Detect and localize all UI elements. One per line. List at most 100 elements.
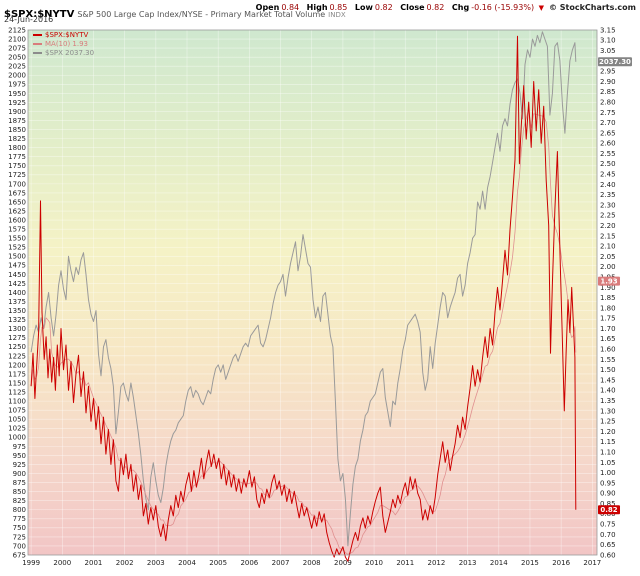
ma-current-value <box>598 276 620 286</box>
svg-text:1225: 1225 <box>8 352 26 360</box>
plot-border <box>27 29 598 556</box>
legend-item-ratio: $SPX:$NYTV <box>33 31 94 40</box>
svg-text:1.90: 1.90 <box>600 284 616 292</box>
svg-text:0.95: 0.95 <box>600 479 616 487</box>
ratio-series-swatch-icon <box>33 34 42 36</box>
svg-text:1.60: 1.60 <box>600 346 616 354</box>
legend-label-spx: $SPX 2037.30 <box>45 49 95 57</box>
svg-text:1950: 1950 <box>8 90 26 98</box>
svg-text:1999: 1999 <box>22 559 40 567</box>
svg-text:0.65: 0.65 <box>600 541 616 549</box>
svg-text:800: 800 <box>13 506 26 514</box>
stockcharts-logo[interactable]: © StockCharts.com <box>548 3 636 12</box>
svg-text:2.60: 2.60 <box>600 140 616 148</box>
symbol-description: S&P 500 Large Cap Index/NYSE - Primary M… <box>77 10 326 19</box>
ratio-last-price <box>598 505 620 515</box>
legend-label-ma: MA(10) 1.93 <box>45 40 89 48</box>
svg-text:3.10: 3.10 <box>600 37 616 45</box>
spx-line <box>30 31 577 547</box>
svg-text:2016: 2016 <box>552 559 570 567</box>
chart-date: 24-Jun-2016 <box>4 15 54 24</box>
chart-header: $SPX:$NYTV S&P 500 Large Cap Index/NYSE -… <box>4 2 346 21</box>
change-value: -0.16 (-15.93%) <box>471 3 535 12</box>
svg-text:1500: 1500 <box>8 253 26 261</box>
ma-line <box>30 108 577 555</box>
svg-text:1.20: 1.20 <box>600 428 616 436</box>
svg-text:2010: 2010 <box>365 559 383 567</box>
svg-text:2013: 2013 <box>459 559 477 567</box>
svg-text:2.15: 2.15 <box>600 232 616 240</box>
svg-text:1.65: 1.65 <box>600 335 616 343</box>
svg-text:2015: 2015 <box>521 559 539 567</box>
svg-text:2.45: 2.45 <box>600 171 616 179</box>
svg-text:0.70: 0.70 <box>600 531 616 539</box>
low-value: 0.82 <box>374 3 393 12</box>
svg-text:2.85: 2.85 <box>600 88 616 96</box>
svg-text:1625: 1625 <box>8 207 26 215</box>
svg-text:1600: 1600 <box>8 216 26 224</box>
svg-text:2.10: 2.10 <box>600 243 616 251</box>
open-value: 0.84 <box>281 3 300 12</box>
svg-text:2000: 2000 <box>53 559 71 567</box>
svg-text:1.15: 1.15 <box>600 438 616 446</box>
svg-text:1.85: 1.85 <box>600 294 616 302</box>
svg-text:1.10: 1.10 <box>600 448 616 456</box>
svg-text:2.55: 2.55 <box>600 150 616 158</box>
svg-text:1275: 1275 <box>8 334 26 342</box>
svg-text:2009: 2009 <box>334 559 352 567</box>
high-label: High <box>306 3 328 12</box>
svg-text:2003: 2003 <box>147 559 165 567</box>
svg-text:1250: 1250 <box>8 343 26 351</box>
ohlc-quote-row: Open 0.84 High 0.85 Low 0.82 Close 0.82 Chg -… <box>251 3 544 12</box>
svg-text:2.50: 2.50 <box>600 160 616 168</box>
svg-text:1.50: 1.50 <box>600 366 616 374</box>
svg-text:1375: 1375 <box>8 298 26 306</box>
svg-text:925: 925 <box>13 461 26 469</box>
svg-text:1675: 1675 <box>8 189 26 197</box>
svg-text:2075: 2075 <box>8 45 26 53</box>
svg-text:0.60: 0.60 <box>600 551 616 559</box>
svg-text:1.45: 1.45 <box>600 376 616 384</box>
svg-text:2.20: 2.20 <box>600 222 616 230</box>
svg-text:2.70: 2.70 <box>600 119 616 127</box>
svg-text:875: 875 <box>13 479 26 487</box>
svg-text:2014: 2014 <box>490 559 508 567</box>
svg-text:0.80: 0.80 <box>600 510 616 518</box>
svg-text:2025: 2025 <box>8 63 26 71</box>
svg-text:1.55: 1.55 <box>600 356 616 364</box>
svg-text:3.05: 3.05 <box>600 47 616 55</box>
svg-text:2006: 2006 <box>240 559 258 567</box>
svg-text:3.15: 3.15 <box>600 26 616 34</box>
change-direction-icon: ▼ <box>538 4 544 12</box>
close-value: 0.82 <box>426 3 445 12</box>
svg-text:1.70: 1.70 <box>600 325 616 333</box>
svg-text:1325: 1325 <box>8 316 26 324</box>
ratio-line <box>30 35 577 562</box>
svg-text:2.05: 2.05 <box>600 253 616 261</box>
svg-text:2012: 2012 <box>428 559 446 567</box>
svg-text:825: 825 <box>13 497 26 505</box>
svg-text:2001: 2001 <box>85 559 103 567</box>
svg-text:2002: 2002 <box>116 559 134 567</box>
svg-text:1650: 1650 <box>8 198 26 206</box>
svg-text:2008: 2008 <box>303 559 321 567</box>
svg-text:1850: 1850 <box>8 126 26 134</box>
svg-text:1.80: 1.80 <box>600 304 616 312</box>
svg-text:1775: 1775 <box>8 153 26 161</box>
svg-text:2.40: 2.40 <box>600 181 616 189</box>
svg-text:1750: 1750 <box>8 162 26 170</box>
svg-text:0.85: 0.85 <box>600 500 616 508</box>
svg-text:1925: 1925 <box>8 99 26 107</box>
svg-text:2100: 2100 <box>8 35 26 43</box>
legend-label-ratio: $SPX:$NYTV <box>45 31 89 39</box>
close-label: Close <box>400 3 425 12</box>
svg-text:1.75: 1.75 <box>600 315 616 323</box>
svg-text:675: 675 <box>13 551 26 559</box>
svg-text:2017: 2017 <box>583 559 601 567</box>
svg-text:1525: 1525 <box>8 244 26 252</box>
legend-item-spx: $SPX 2037.30 <box>33 49 94 58</box>
svg-text:1.30: 1.30 <box>600 407 616 415</box>
chart-legend: $SPX:$NYTV MA(10) 1.93 $SPX 2037.30 <box>33 31 94 58</box>
svg-text:1025: 1025 <box>8 425 26 433</box>
